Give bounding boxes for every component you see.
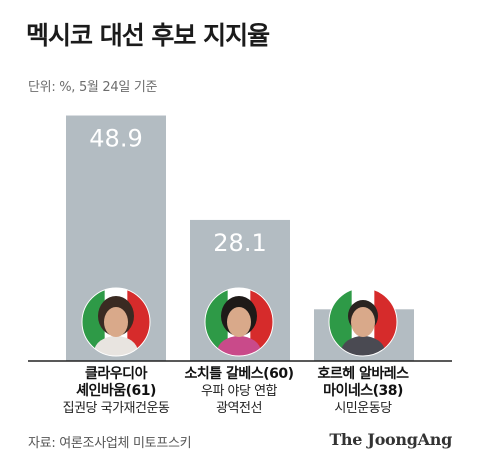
candidate-portrait-icon bbox=[81, 287, 151, 357]
candidate-party: 집권당 국가재건운동 bbox=[62, 401, 170, 416]
candidate-name: 클라우디아 bbox=[85, 366, 147, 382]
source-note: 자료: 여론조사업체 미토프스키 bbox=[28, 436, 192, 451]
candidate-party: 시민운동당 bbox=[334, 401, 392, 416]
bar-value-label-1: 48.9 bbox=[89, 125, 142, 153]
chart-title: 멕시코 대선 후보 지지율 bbox=[26, 21, 270, 50]
candidate-name: 호르헤 알바레스 bbox=[317, 366, 409, 382]
candidate-portrait-icon bbox=[328, 287, 398, 357]
candidate-party: 광역전선 bbox=[216, 401, 262, 416]
candidate-name: 셰인바움(61) bbox=[76, 383, 156, 399]
candidate-name: 마이네스(38) bbox=[323, 383, 403, 399]
brand-logo: The JoongAng bbox=[329, 430, 452, 449]
bar-value-label-2: 28.1 bbox=[213, 229, 266, 257]
candidate-party: 우파 야당 연합 bbox=[200, 384, 278, 399]
candidate-label-3: 호르헤 알바레스 마이네스(38) 시민운동당 bbox=[293, 366, 433, 417]
candidate-name: 소치틀 갈베스(60) bbox=[184, 366, 294, 382]
unit-note: 단위: %, 5월 24일 기준 bbox=[28, 80, 158, 95]
candidate-portrait-icon bbox=[204, 287, 274, 357]
candidate-label-1: 클라우디아 셰인바움(61) 집권당 국가재건운동 bbox=[46, 366, 186, 417]
